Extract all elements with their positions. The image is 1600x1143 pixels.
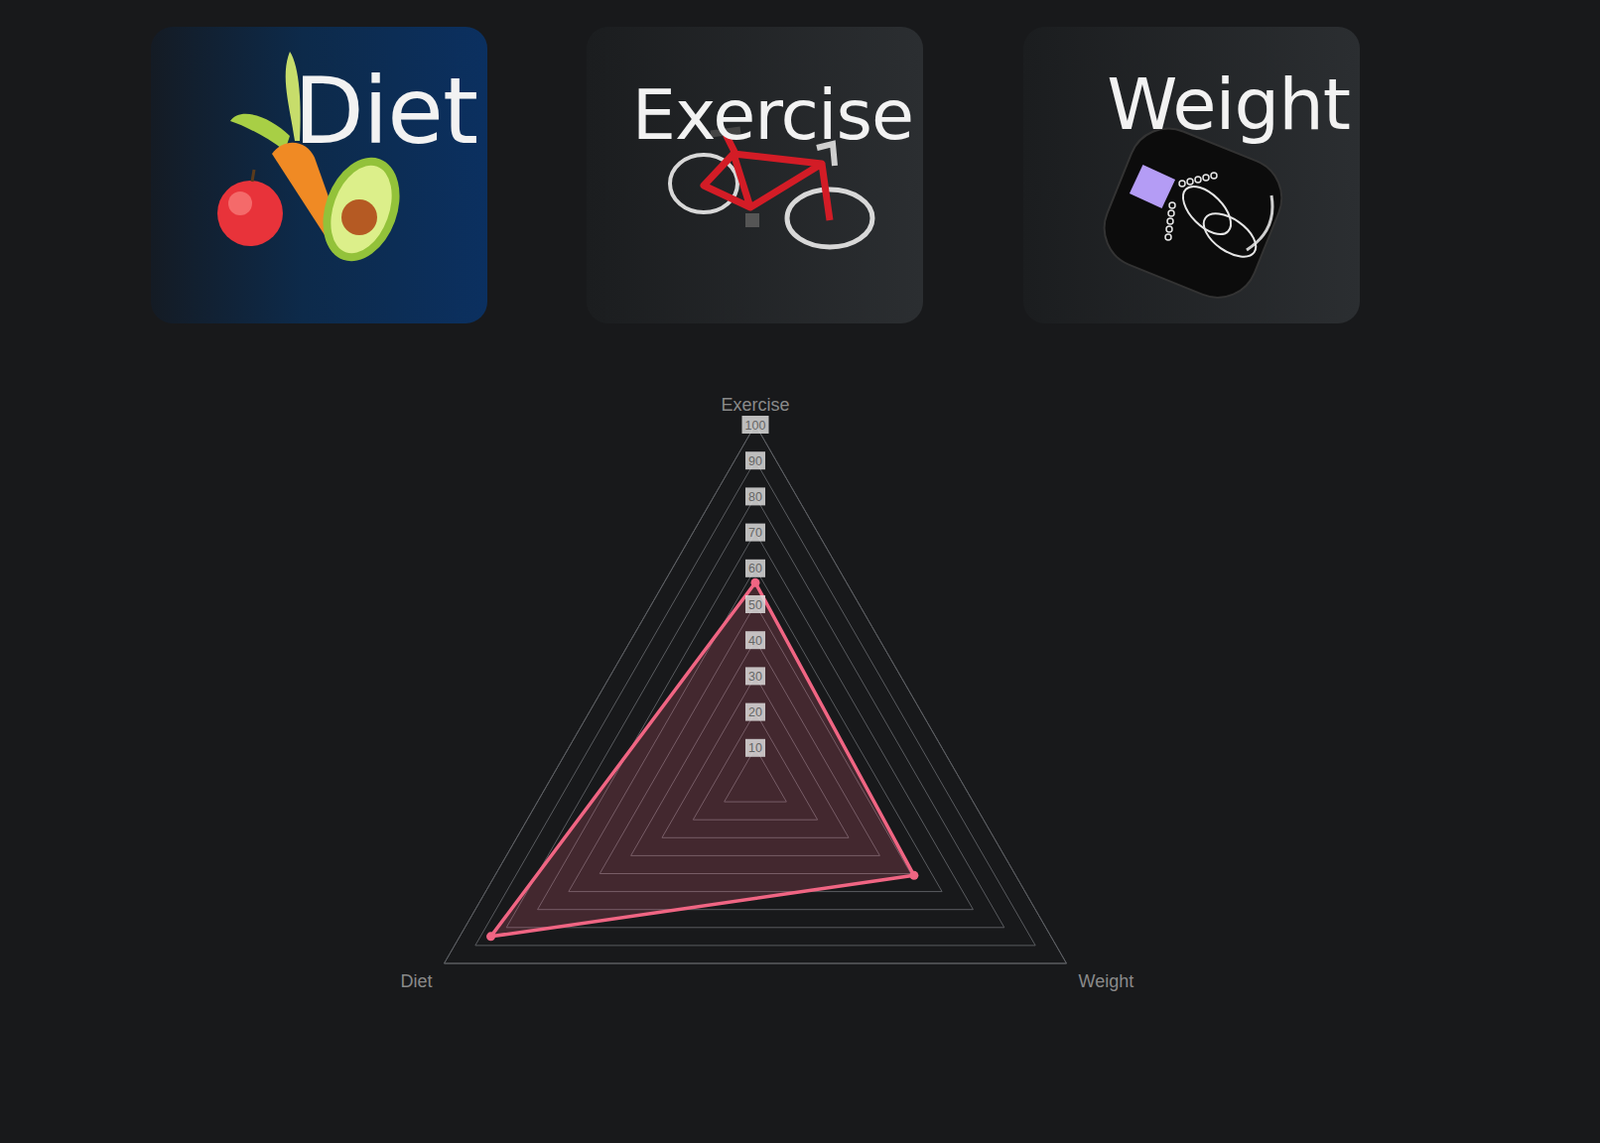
axis-label: Diet <box>400 971 432 992</box>
radar-point[interactable] <box>486 932 496 941</box>
radar-area <box>491 582 915 937</box>
tick-label-bg <box>745 559 766 578</box>
tick-label: 50 <box>748 598 763 613</box>
category-card[interactable]: Weight <box>1023 26 1360 324</box>
tick-label-bg <box>745 451 766 470</box>
card-title: Exercise <box>632 74 914 156</box>
tick-label: 20 <box>748 705 763 720</box>
axis-labels: Exercise Weight Diet <box>400 395 1134 992</box>
tick-label-bg <box>745 703 766 722</box>
tick-label-bg <box>745 524 766 542</box>
tick-label-bg <box>745 595 766 614</box>
tick-label: 80 <box>748 490 763 505</box>
tick-label: 40 <box>748 634 763 649</box>
data-layer <box>486 578 919 942</box>
tick-label: 100 <box>745 418 767 433</box>
grid-line <box>475 460 1036 946</box>
tick-label-bg <box>745 739 766 758</box>
tick-label: 90 <box>748 454 763 469</box>
grid-line <box>443 424 1067 964</box>
tick-label-bg <box>745 487 766 506</box>
tick-label: 70 <box>748 526 763 540</box>
radar-point[interactable] <box>909 871 919 881</box>
tick-label: 30 <box>748 669 763 684</box>
range-frame <box>443 424 1067 964</box>
radar-chart: 10 20 30 40 50 60 70 80 90 100 Exercise Weight Diet <box>0 0 1600 1143</box>
card-icon <box>586 26 924 324</box>
card-title: Diet <box>293 58 478 165</box>
axis-label: Exercise <box>720 395 790 415</box>
tick-label-bg <box>742 415 770 434</box>
axis-label: Weight <box>1078 971 1135 992</box>
category-card[interactable]: Diet <box>150 26 488 324</box>
tick-labels: 10 20 30 40 50 60 70 80 90 100 <box>742 415 770 758</box>
grid <box>443 424 1067 964</box>
tick-label: 60 <box>748 561 763 576</box>
tick-label: 10 <box>748 741 763 756</box>
tick-label-bg <box>745 666 766 685</box>
radar-point[interactable] <box>751 578 761 588</box>
card-title: Weight <box>1106 62 1350 146</box>
category-card[interactable]: Exercise <box>586 26 924 324</box>
tick-label-bg <box>745 631 766 650</box>
